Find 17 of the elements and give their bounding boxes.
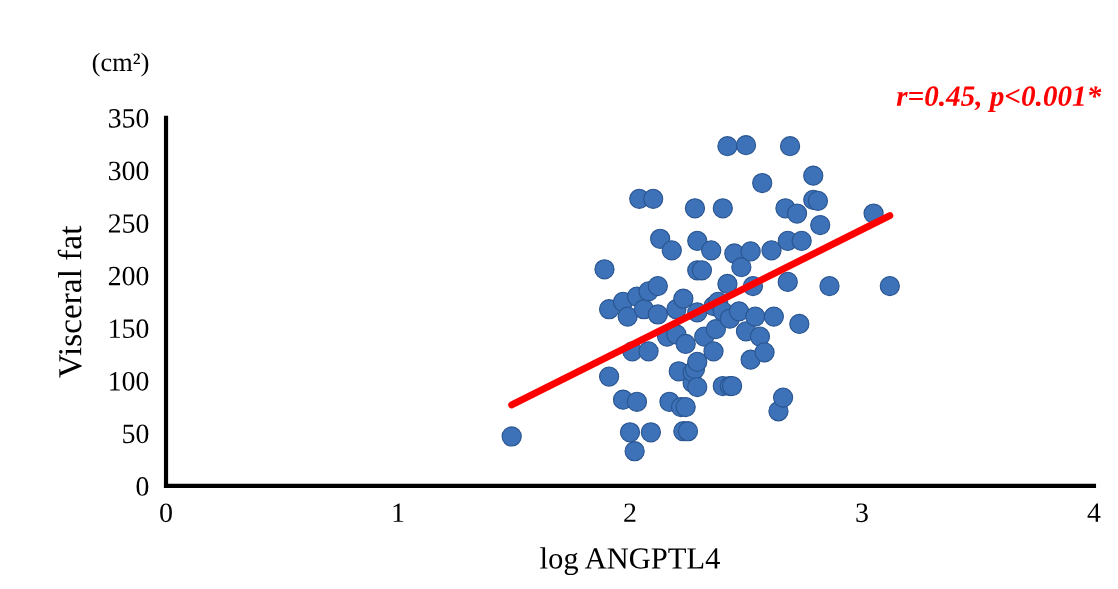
y-tick-label: 200 (108, 266, 149, 286)
x-tick-label: 3 (856, 503, 868, 523)
x-tick-label: 4 (1087, 503, 1101, 522)
x-tick-label: 1 (393, 503, 404, 522)
y-tick-label: 150 (110, 319, 149, 339)
y-tick-label: 0 (136, 477, 149, 496)
text: r=0.45, p<0.001* (896, 86, 1102, 112)
y-tick-label: 50 (123, 424, 149, 444)
y-tick-label: 300 (109, 161, 149, 181)
text: (cm²) (92, 52, 149, 77)
y-axis-title: Visceral fat (57, 225, 82, 378)
y-tick-label: 250 (108, 214, 149, 233)
y-tick-label: 100 (110, 371, 149, 391)
y-tick-label: 350 (109, 108, 149, 128)
x-tick-label: 2 (624, 503, 636, 522)
x-axis-title: log ANGPTL4 (540, 547, 720, 576)
x-tick-label: 0 (160, 503, 172, 523)
